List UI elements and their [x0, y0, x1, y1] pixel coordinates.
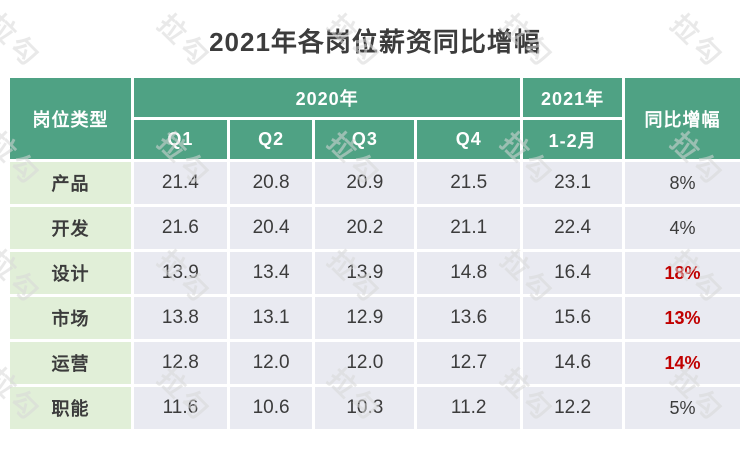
- cell-q4: 14.8: [417, 252, 521, 294]
- header-yoy-growth: 同比增幅: [624, 78, 740, 159]
- cell-yoy: 14%: [624, 342, 740, 384]
- cell-q3: 12.0: [315, 342, 415, 384]
- cell-q4: 13.6: [417, 297, 521, 339]
- salary-table: 岗位类型 2020年 2021年 同比增幅 Q1 Q2 Q3 Q4 1-2月 产…: [7, 75, 743, 432]
- cell-q1: 13.9: [134, 252, 227, 294]
- cell-months: 23.1: [523, 162, 622, 204]
- table-header: 岗位类型 2020年 2021年 同比增幅 Q1 Q2 Q3 Q4 1-2月: [10, 78, 740, 159]
- header-q3: Q3: [315, 120, 415, 159]
- cell-q2: 20.8: [229, 162, 313, 204]
- cell-q2: 10.6: [229, 387, 313, 429]
- cell-q2: 13.4: [229, 252, 313, 294]
- header-position-type: 岗位类型: [10, 78, 131, 159]
- cell-q3: 20.9: [315, 162, 415, 204]
- cell-q1: 11.6: [134, 387, 227, 429]
- cell-q1: 21.4: [134, 162, 227, 204]
- cell-q3: 20.2: [315, 207, 415, 249]
- cell-months: 12.2: [523, 387, 622, 429]
- header-year-2021: 2021年: [523, 78, 622, 117]
- cell-yoy: 4%: [624, 207, 740, 249]
- cell-q3: 13.9: [315, 252, 415, 294]
- cell-months: 15.6: [523, 297, 622, 339]
- header-q4: Q4: [417, 120, 521, 159]
- header-q2: Q2: [229, 120, 313, 159]
- cell-q1: 13.8: [134, 297, 227, 339]
- row-label: 市场: [10, 297, 131, 339]
- cell-yoy: 8%: [624, 162, 740, 204]
- row-label: 运营: [10, 342, 131, 384]
- header-months-2021: 1-2月: [523, 120, 622, 159]
- cell-q2: 12.0: [229, 342, 313, 384]
- cell-months: 16.4: [523, 252, 622, 294]
- table-row: 设计 13.9 13.4 13.9 14.8 16.4 18%: [10, 252, 740, 294]
- cell-yoy: 13%: [624, 297, 740, 339]
- row-label: 产品: [10, 162, 131, 204]
- cell-q3: 10.3: [315, 387, 415, 429]
- row-label: 设计: [10, 252, 131, 294]
- table-row: 开发 21.6 20.4 20.2 21.1 22.4 4%: [10, 207, 740, 249]
- cell-months: 22.4: [523, 207, 622, 249]
- table-row: 职能 11.6 10.6 10.3 11.2 12.2 5%: [10, 387, 740, 429]
- cell-q4: 11.2: [417, 387, 521, 429]
- header-q1: Q1: [134, 120, 227, 159]
- cell-q2: 20.4: [229, 207, 313, 249]
- cell-q1: 12.8: [134, 342, 227, 384]
- cell-q3: 12.9: [315, 297, 415, 339]
- header-year-2020: 2020年: [134, 78, 521, 117]
- cell-yoy: 18%: [624, 252, 740, 294]
- cell-q2: 13.1: [229, 297, 313, 339]
- chart-title: 2021年各岗位薪资同比增幅: [209, 27, 541, 57]
- table-row: 产品 21.4 20.8 20.9 21.5 23.1 8%: [10, 162, 740, 204]
- table-row: 运营 12.8 12.0 12.0 12.7 14.6 14%: [10, 342, 740, 384]
- cell-yoy: 5%: [624, 387, 740, 429]
- cell-q1: 21.6: [134, 207, 227, 249]
- row-label: 开发: [10, 207, 131, 249]
- cell-q4: 21.1: [417, 207, 521, 249]
- row-label: 职能: [10, 387, 131, 429]
- cell-months: 14.6: [523, 342, 622, 384]
- table-row: 市场 13.8 13.1 12.9 13.6 15.6 13%: [10, 297, 740, 339]
- cell-q4: 21.5: [417, 162, 521, 204]
- cell-q4: 12.7: [417, 342, 521, 384]
